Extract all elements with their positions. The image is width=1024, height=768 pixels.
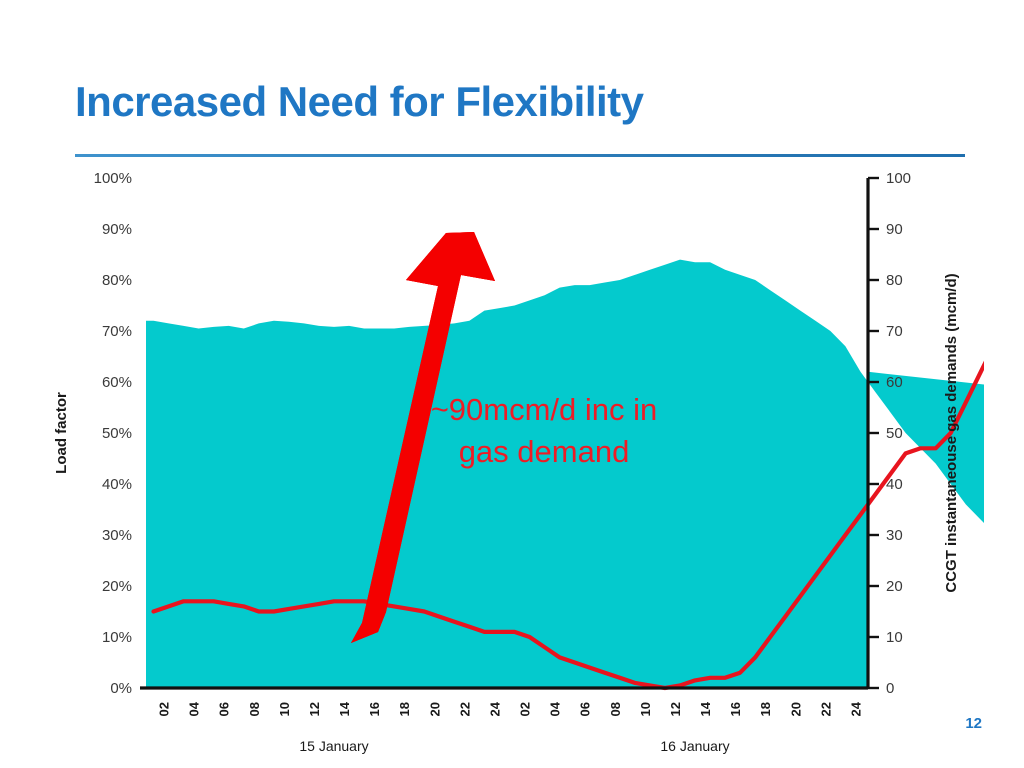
right-axis: 0 10 20 30 40 50 60 70 80 90 100 CCGT instantaneou… <box>866 170 960 697</box>
x-tick-label: 14 <box>698 701 713 716</box>
growth-arrow <box>351 232 495 643</box>
x-tick-label: 24 <box>849 701 864 716</box>
right-tick-label: 20 <box>886 578 903 595</box>
x-tick-label: 08 <box>247 702 262 716</box>
left-tick-label: 30% <box>102 527 132 544</box>
x-tick-label: 08 <box>608 702 623 716</box>
x-tick-label: 20 <box>427 702 442 716</box>
right-tick-label: 40 <box>886 476 903 493</box>
x-tick-label: 16 <box>367 702 382 716</box>
x-tick-label: 10 <box>638 702 653 716</box>
left-tick-label: 10% <box>102 629 132 646</box>
x-tick-label: 24 <box>488 701 503 716</box>
x-tick-label: 16 <box>728 702 743 716</box>
x-tick-label: 06 <box>217 702 232 716</box>
chart-container: ~90mcm/d inc in gas demand 0% 10% 20% 30% 40… <box>40 168 984 760</box>
right-tick-label: 10 <box>886 629 903 646</box>
left-tick-label: 70% <box>102 323 132 340</box>
left-tick-label: 40% <box>102 476 132 493</box>
title-divider <box>75 154 965 157</box>
x-tick-label: 22 <box>818 702 833 716</box>
page-title: Increased Need for Flexibility <box>75 78 644 125</box>
x-tick-label: 14 <box>337 701 352 716</box>
annotation-line-2: gas demand <box>459 434 630 469</box>
x-tick-label: 22 <box>457 702 472 716</box>
right-tick-label: 80 <box>886 272 903 289</box>
right-tick-label: 30 <box>886 527 903 544</box>
right-axis-title: CCGT instantaneouse gas demands (mcm/d) <box>943 273 960 592</box>
left-tick-label: 50% <box>102 425 132 442</box>
x-group-label: 15 January <box>299 738 368 754</box>
right-tick-label: 50 <box>886 425 903 442</box>
x-axis-ticks: 02 04 06 08 10 12 14 16 18 20 22 24 02 04 06 08 10 12 14 16… <box>157 701 864 716</box>
x-tick-label: 20 <box>788 702 803 716</box>
left-axis: 0% 10% 20% 30% 40% 50% 60% 70% 80% 90% 100% Load f… <box>53 170 868 697</box>
right-tick-label: 0 <box>886 680 894 697</box>
right-tick-label: 70 <box>886 323 903 340</box>
x-tick-label: 10 <box>277 702 292 716</box>
left-tick-label: 100% <box>94 170 132 187</box>
x-tick-label: 18 <box>397 702 412 716</box>
left-tick-label: 80% <box>102 272 132 289</box>
page-number: 12 <box>965 715 982 732</box>
series-load-factor-area <box>146 259 984 688</box>
combo-area-line-chart: ~90mcm/d inc in gas demand 0% 10% 20% 30% 40… <box>53 170 984 754</box>
left-tick-label: 20% <box>102 578 132 595</box>
x-tick-label: 04 <box>548 701 563 716</box>
left-axis-title: Load factor <box>53 392 70 474</box>
annotation-line-1: ~90mcm/d inc in <box>431 392 658 427</box>
x-tick-label: 12 <box>307 702 322 716</box>
x-tick-label: 06 <box>578 702 593 716</box>
annotation-gas-demand: ~90mcm/d inc in gas demand <box>431 392 658 469</box>
left-tick-label: 60% <box>102 374 132 391</box>
x-tick-label: 12 <box>668 702 683 716</box>
x-tick-label: 04 <box>187 701 202 716</box>
right-tick-label: 100 <box>886 170 911 187</box>
x-axis-group-labels: 15 January 16 January <box>299 738 729 754</box>
x-group-label: 16 January <box>660 738 729 754</box>
right-tick-label: 90 <box>886 221 903 238</box>
right-tick-label: 60 <box>886 374 903 391</box>
x-tick-label: 02 <box>157 702 172 716</box>
left-tick-label: 90% <box>102 221 132 238</box>
x-tick-label: 02 <box>518 702 533 716</box>
x-tick-label: 18 <box>758 702 773 716</box>
left-tick-label: 0% <box>110 680 132 697</box>
